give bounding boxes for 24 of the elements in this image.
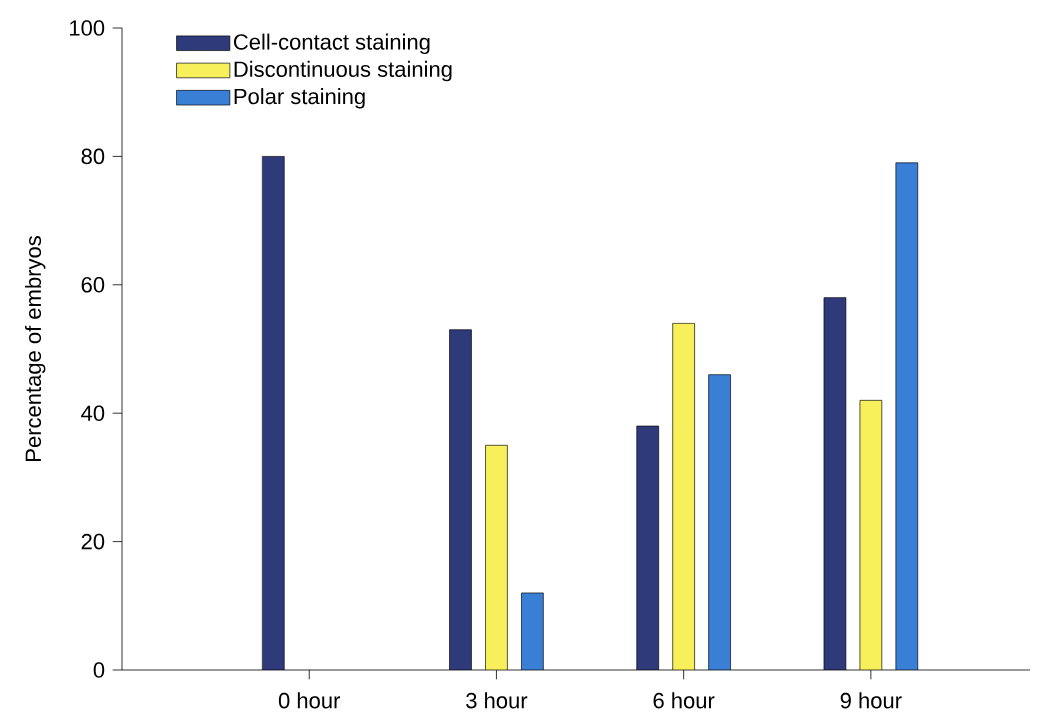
- legend-label: Discontinuous staining: [234, 60, 452, 82]
- bar: [485, 445, 508, 671]
- legend-label: Polar staining: [234, 88, 365, 109]
- bar: [261, 156, 285, 671]
- legend-label: Cell-contact staining: [233, 33, 430, 55]
- y-tick-label: 80: [81, 148, 105, 165]
- y-axis-title: Percentage of embryos: [24, 236, 46, 462]
- x-tick-label: 0 hour: [278, 692, 341, 709]
- y-tick-label: 40: [81, 405, 105, 422]
- bar: [521, 592, 544, 671]
- bar: [823, 297, 847, 671]
- x-tick-label: 6 hour: [653, 692, 715, 709]
- y-tick-label: 20: [81, 533, 105, 550]
- bar: [672, 323, 695, 671]
- x-tick-label: 9 hour: [840, 692, 902, 709]
- y-tick-label: 60: [81, 277, 105, 293]
- bar: [859, 400, 883, 671]
- bar: [636, 425, 659, 671]
- x-tick-label: 3 hour: [466, 692, 528, 709]
- y-tick-label: 100: [70, 20, 105, 36]
- bar: [449, 329, 472, 671]
- y-tick-label: 0: [93, 662, 105, 678]
- bar: [708, 374, 731, 671]
- bar: [895, 162, 919, 671]
